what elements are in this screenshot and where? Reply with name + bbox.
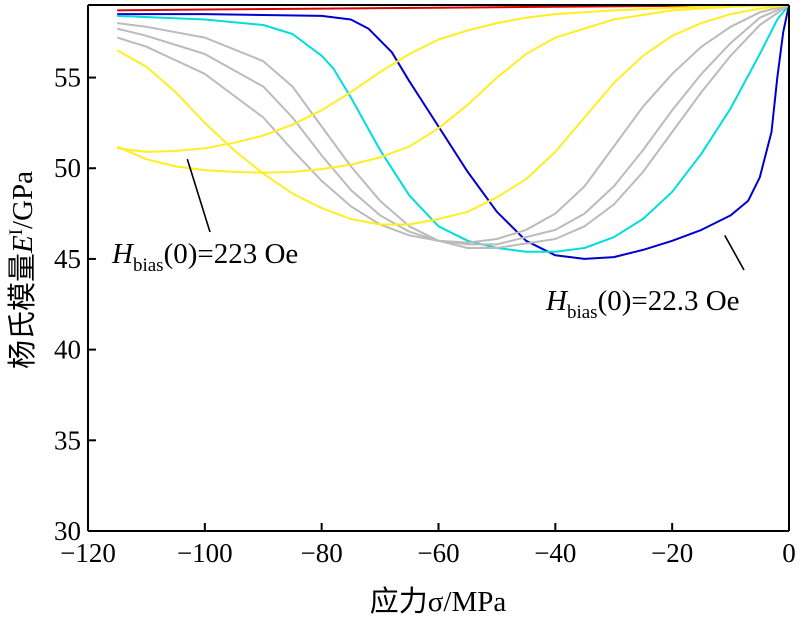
x-tick-label: −80 — [301, 538, 343, 568]
annotation-leader-line — [724, 234, 745, 271]
annotation-rest: (0)=22.3 Oe — [598, 285, 740, 317]
y-tick-label: 50 — [54, 153, 81, 183]
series-line-8 — [116, 4, 790, 174]
y-axis-title: 杨氏模量EI/GPa — [6, 171, 39, 369]
x-tick-label: 0 — [782, 538, 796, 568]
y-tick-label: 30 — [54, 516, 81, 546]
annotation-subscript: bias — [567, 302, 598, 323]
annotation-low-bias: Hbias(0)=22.3 Oe — [545, 234, 745, 323]
annotation-label: Hbias(0)=22.3 Oe — [545, 285, 740, 323]
series-line-2 — [117, 4, 790, 260]
x-tick-label: −20 — [651, 538, 693, 568]
annotation-label: Hbias(0)=223 Oe — [111, 238, 298, 276]
x-tick-label: −60 — [417, 538, 459, 568]
y-tick-label: 35 — [54, 425, 81, 455]
series-line-9 — [117, 4, 790, 153]
y-tick-label: 40 — [54, 335, 81, 365]
y-axis-title-group: 杨氏模量EI/GPa — [6, 171, 39, 369]
series-line-4 — [117, 4, 790, 249]
annotation-high-bias: Hbias(0)=223 Oe — [111, 158, 298, 276]
annotation-subscript: bias — [133, 255, 164, 276]
series-line-7 — [116, 4, 790, 226]
y-tick-label: 45 — [54, 244, 81, 274]
series-line-5 — [116, 4, 790, 246]
y-tick-label: 55 — [54, 63, 81, 93]
x-tick-label: −100 — [177, 538, 233, 568]
annotation-main: H — [545, 285, 569, 317]
series-line-6 — [116, 4, 790, 244]
annotation-rest: (0)=223 Oe — [164, 238, 299, 270]
x-tick-label: −120 — [60, 538, 116, 568]
x-tick-label: −40 — [534, 538, 576, 568]
ticks-layer: −120 −100 −80 −60 −40 −20 0 30 35 40 45 50 55 — [54, 63, 796, 568]
annotation-leader-line — [186, 158, 211, 233]
annotation-main: H — [111, 238, 135, 270]
x-axis-title: 应力σ/MPa — [370, 585, 507, 618]
series-layer — [116, 4, 790, 260]
